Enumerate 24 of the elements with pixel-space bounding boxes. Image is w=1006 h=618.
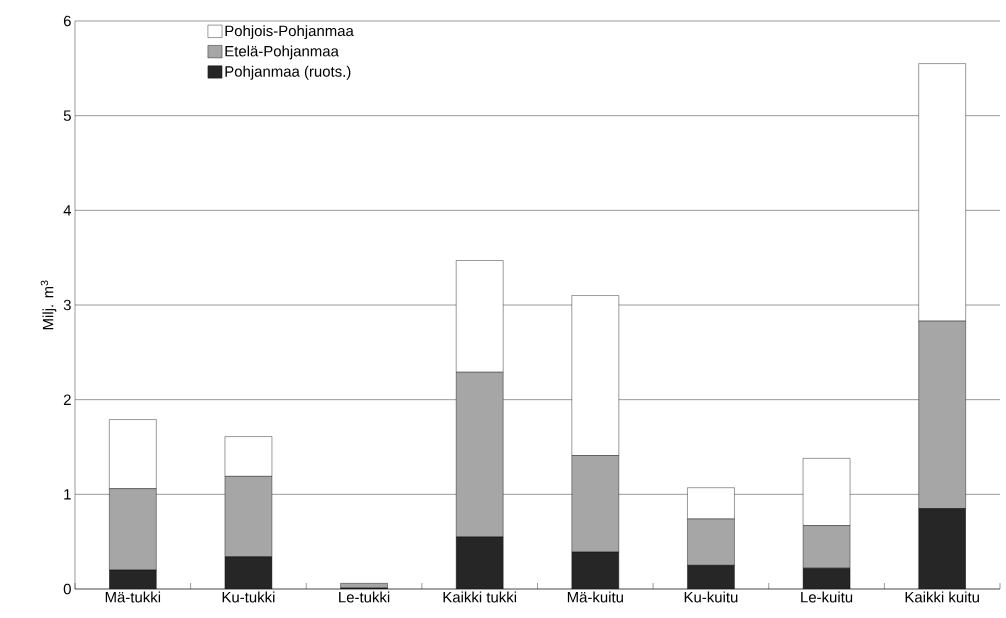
x-tick-label: Le-kuitu <box>801 591 853 603</box>
legend-label: Etelä-Pohjanmaa <box>225 45 339 60</box>
bar <box>571 551 620 589</box>
bar <box>687 565 735 589</box>
legend-label: Pohjois-Pohjanmaa <box>225 25 354 40</box>
y-tick-label: 3 <box>63 299 71 311</box>
bar <box>224 556 273 589</box>
bar <box>455 536 504 589</box>
x-tick-label: Kaikki tukki <box>443 591 517 603</box>
x-tick-label: Kaikki kuitu <box>905 591 979 603</box>
legend-label: Pohjanmaa (ruots.) <box>225 65 351 80</box>
y-tick-label: 1 <box>64 489 71 500</box>
x-tick-label: Mä-tukki <box>105 591 161 603</box>
x-tick-label: Mä-kuitu <box>567 591 623 603</box>
x-tick-label: Ku-kuitu <box>684 591 738 603</box>
y-tick-label: 5 <box>63 110 71 121</box>
x-tick-label: Ku-tukki <box>222 591 275 603</box>
y-tick-label: 0 <box>63 583 71 595</box>
y-tick-label: 2 <box>63 394 71 405</box>
y-tick-label: 6 <box>63 15 71 27</box>
y-axis-title: Milj. m$^{3}$ <box>40 280 57 330</box>
bar <box>918 508 966 589</box>
y-tick-label: 4 <box>63 205 72 216</box>
x-tick-label: Le-tukki <box>339 591 390 603</box>
